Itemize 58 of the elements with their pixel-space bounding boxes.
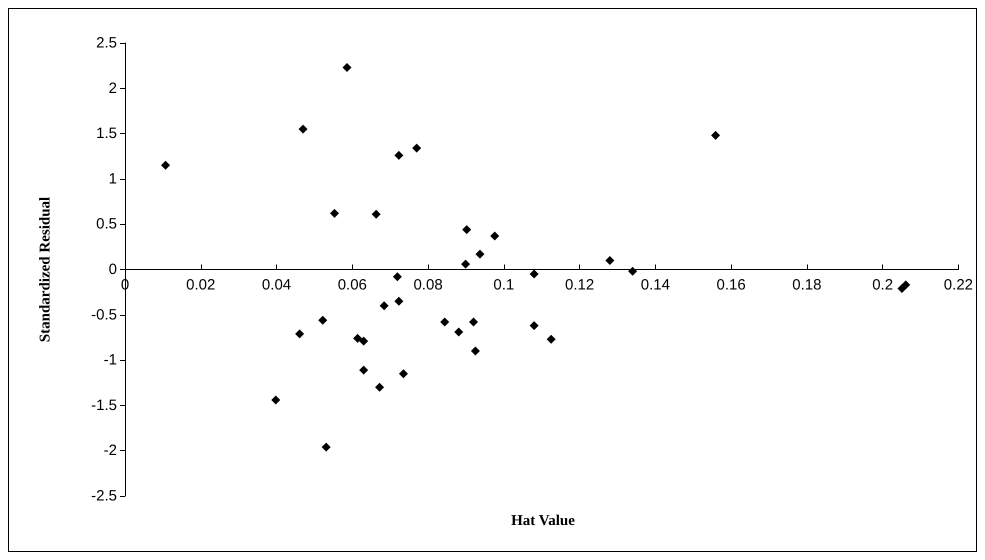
y-tick-label: 2.5 bbox=[96, 34, 117, 52]
x-tick-label: 0.14 bbox=[640, 276, 670, 294]
y-tick-label: -1 bbox=[104, 352, 117, 369]
point bbox=[392, 272, 402, 282]
point bbox=[546, 334, 556, 344]
y-tick-label: 0 bbox=[108, 261, 117, 278]
point bbox=[475, 250, 484, 259]
x-tick-label: 0.22 bbox=[944, 276, 974, 294]
point bbox=[462, 225, 472, 234]
point bbox=[359, 366, 368, 375]
point bbox=[330, 208, 339, 218]
point bbox=[394, 296, 404, 306]
point bbox=[530, 270, 539, 279]
y-tick-label: -0.5 bbox=[91, 306, 117, 324]
y-tick-label: -1.5 bbox=[91, 396, 117, 414]
y-tick-label: 1.5 bbox=[96, 125, 117, 142]
x-tick-label: 0.16 bbox=[716, 276, 746, 294]
point bbox=[380, 301, 389, 310]
point bbox=[398, 369, 408, 378]
point bbox=[271, 395, 280, 404]
x-tick-label: 0.1 bbox=[493, 276, 514, 294]
y-tick-label: -2 bbox=[104, 442, 117, 460]
point bbox=[353, 334, 362, 343]
x-tick-label: 0.12 bbox=[564, 276, 594, 294]
point bbox=[394, 150, 404, 160]
point bbox=[372, 210, 381, 219]
x-tick-label: 0.02 bbox=[186, 276, 216, 294]
point bbox=[901, 280, 910, 290]
point bbox=[530, 321, 539, 330]
y-axis-title: Standardized Residual bbox=[38, 196, 54, 342]
point bbox=[318, 316, 328, 325]
y-tick-label: 1 bbox=[108, 170, 117, 188]
point bbox=[375, 382, 384, 392]
point bbox=[469, 318, 478, 327]
x-tick-label: 0.06 bbox=[338, 276, 367, 294]
y-tick-label: 0.5 bbox=[96, 216, 117, 233]
point bbox=[342, 62, 352, 72]
x-axis-title: Hat Value bbox=[511, 513, 576, 529]
x-tick-label: 0.2 bbox=[872, 276, 894, 294]
point bbox=[605, 256, 614, 265]
point bbox=[628, 266, 638, 276]
y-tick-label: 2 bbox=[108, 80, 117, 97]
point bbox=[454, 328, 464, 337]
point bbox=[322, 442, 331, 452]
point bbox=[470, 346, 480, 356]
point bbox=[412, 144, 422, 153]
point bbox=[711, 130, 720, 140]
point bbox=[359, 336, 368, 346]
point bbox=[295, 329, 304, 338]
point bbox=[490, 231, 500, 240]
point bbox=[461, 260, 470, 269]
x-tick-label: 0.04 bbox=[262, 276, 292, 294]
y-tick-label: -2.5 bbox=[91, 488, 117, 504]
point bbox=[440, 318, 450, 327]
x-tick-label: 0.18 bbox=[792, 276, 822, 294]
point bbox=[161, 160, 170, 170]
point bbox=[298, 124, 308, 134]
x-tick-label: 0.08 bbox=[413, 276, 443, 294]
